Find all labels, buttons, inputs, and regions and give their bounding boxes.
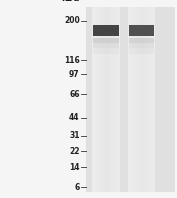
- Bar: [93, 43, 119, 48]
- Bar: [106, 7, 108, 192]
- Text: 22: 22: [69, 147, 80, 156]
- Bar: [128, 7, 129, 192]
- Bar: [138, 7, 139, 192]
- Bar: [135, 7, 136, 192]
- Bar: [144, 7, 146, 192]
- Bar: [93, 25, 119, 36]
- Bar: [149, 7, 150, 192]
- Bar: [109, 7, 110, 192]
- Bar: [93, 48, 119, 54]
- Bar: [116, 7, 117, 192]
- Bar: [129, 25, 154, 36]
- Bar: [101, 7, 102, 192]
- Bar: [139, 7, 140, 192]
- Bar: [143, 7, 144, 192]
- Bar: [86, 7, 175, 192]
- Bar: [112, 7, 113, 192]
- Text: 31: 31: [69, 131, 80, 140]
- Bar: [95, 7, 97, 192]
- Bar: [114, 7, 116, 192]
- Bar: [129, 38, 154, 43]
- Bar: [102, 7, 103, 192]
- Bar: [99, 7, 101, 192]
- Bar: [146, 7, 147, 192]
- Bar: [129, 43, 154, 48]
- Text: 116: 116: [64, 56, 80, 65]
- Text: 6: 6: [74, 183, 80, 192]
- Bar: [119, 7, 120, 192]
- Bar: [92, 7, 120, 192]
- Bar: [97, 7, 98, 192]
- Bar: [113, 7, 114, 192]
- Bar: [93, 38, 119, 43]
- Bar: [129, 48, 154, 54]
- Bar: [117, 7, 119, 192]
- Text: 66: 66: [69, 89, 80, 99]
- Text: kDa: kDa: [61, 0, 80, 3]
- Bar: [150, 7, 151, 192]
- Bar: [153, 7, 154, 192]
- Bar: [133, 7, 135, 192]
- Bar: [154, 7, 155, 192]
- Bar: [142, 7, 143, 192]
- Bar: [128, 7, 155, 192]
- Text: 97: 97: [69, 70, 80, 79]
- Bar: [92, 7, 94, 192]
- Bar: [105, 7, 106, 192]
- Bar: [151, 7, 153, 192]
- Bar: [108, 7, 109, 192]
- Bar: [103, 7, 105, 192]
- Text: 44: 44: [69, 113, 80, 122]
- Bar: [129, 7, 131, 192]
- Bar: [147, 7, 149, 192]
- Bar: [110, 7, 112, 192]
- Bar: [131, 7, 132, 192]
- Bar: [136, 7, 138, 192]
- Bar: [94, 7, 95, 192]
- Bar: [132, 7, 133, 192]
- Text: 200: 200: [64, 16, 80, 25]
- Bar: [140, 7, 142, 192]
- Bar: [98, 7, 99, 192]
- Text: 14: 14: [69, 163, 80, 172]
